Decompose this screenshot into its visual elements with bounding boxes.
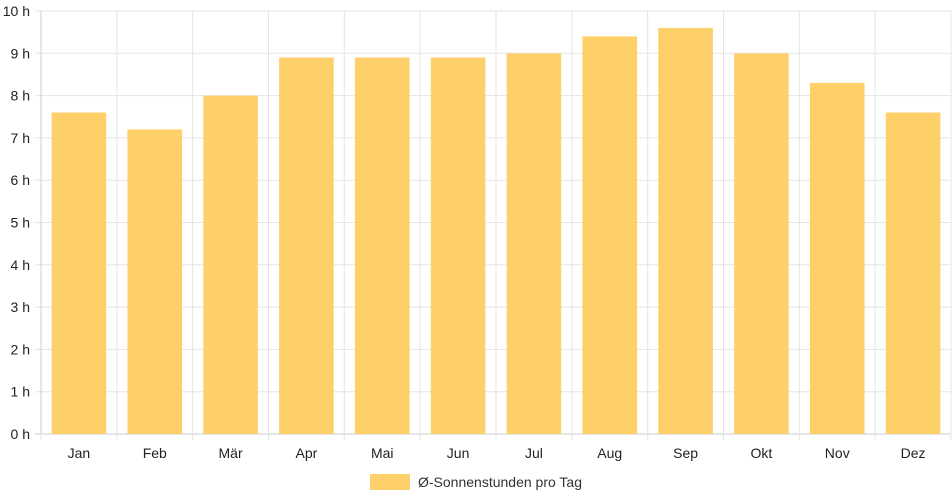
- bar-series: [51, 27, 941, 435]
- bar-aug[interactable]: [582, 36, 638, 434]
- y-tick-label: 8 h: [11, 88, 30, 104]
- y-tick-label: 9 h: [11, 45, 30, 61]
- y-tick-label: 4 h: [11, 257, 30, 273]
- bar-apr[interactable]: [279, 57, 334, 434]
- bar-dez[interactable]: [885, 112, 941, 435]
- x-tick-label: Apr: [296, 445, 318, 461]
- bar-okt[interactable]: [734, 53, 789, 435]
- y-tick-label: 1 h: [11, 384, 30, 400]
- legend-label[interactable]: Ø-Sonnenstunden pro Tag: [418, 474, 582, 490]
- bar-mär[interactable]: [203, 95, 258, 434]
- bar-jan[interactable]: [51, 112, 107, 435]
- x-tick-label: Okt: [751, 445, 773, 461]
- x-tick-label: Mai: [371, 445, 394, 461]
- bar-sep[interactable]: [658, 27, 713, 434]
- y-tick-label: 7 h: [11, 130, 30, 146]
- x-tick-label: Mär: [219, 445, 243, 461]
- bar-mai[interactable]: [354, 57, 410, 434]
- x-tick-label: Sep: [673, 445, 698, 461]
- y-tick-label: 10 h: [3, 3, 30, 19]
- x-tick-label: Feb: [143, 445, 167, 461]
- y-tick-label: 0 h: [11, 426, 30, 442]
- axes: 0 h 1 h 2 h 3 h 4 h 5 h 6 h 7 h 8 h 9 h 10 h Jan Feb…: [3, 3, 926, 461]
- y-tick-label: 3 h: [11, 299, 30, 315]
- x-tick-label: Jul: [525, 445, 543, 461]
- legend-swatch[interactable]: [370, 474, 410, 490]
- bar-jun[interactable]: [430, 57, 486, 434]
- legend[interactable]: Ø-Sonnenstunden pro Tag: [370, 474, 582, 490]
- x-tick-label: Jan: [68, 445, 91, 461]
- bar-feb[interactable]: [127, 129, 183, 434]
- x-tick-label: Nov: [825, 445, 850, 461]
- y-tick-label: 6 h: [11, 172, 30, 188]
- y-tick-label: 5 h: [11, 215, 30, 231]
- bar-nov[interactable]: [809, 82, 865, 434]
- x-tick-label: Jun: [447, 445, 470, 461]
- bar-jul[interactable]: [506, 53, 562, 435]
- x-tick-label: Aug: [597, 445, 622, 461]
- y-tick-label: 2 h: [11, 341, 30, 357]
- x-tick-label: Dez: [901, 445, 926, 461]
